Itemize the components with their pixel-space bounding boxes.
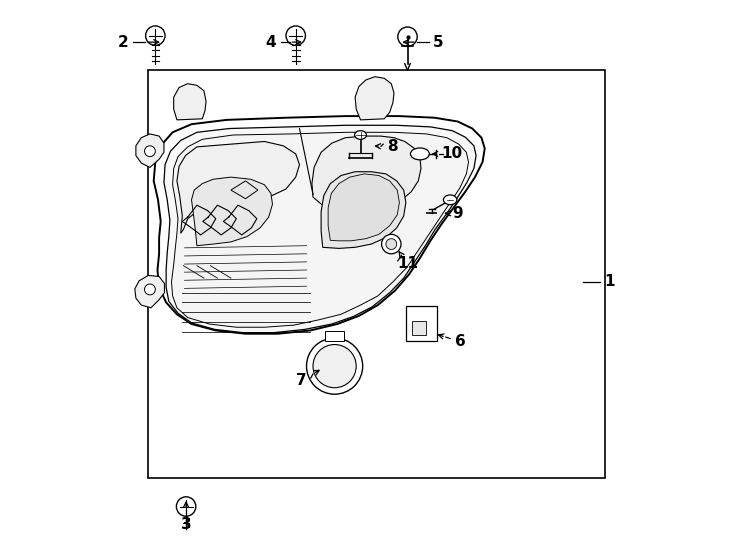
Text: 4: 4 <box>266 35 276 50</box>
Text: 7: 7 <box>296 373 306 388</box>
Polygon shape <box>177 141 299 233</box>
Text: 3: 3 <box>181 517 192 532</box>
Text: 2: 2 <box>117 35 128 50</box>
Text: 6: 6 <box>454 334 465 349</box>
Polygon shape <box>174 84 206 120</box>
Circle shape <box>145 26 165 45</box>
Bar <box>325 331 344 341</box>
Polygon shape <box>153 116 484 334</box>
Polygon shape <box>136 134 164 167</box>
Polygon shape <box>312 136 421 213</box>
Polygon shape <box>355 77 394 120</box>
Polygon shape <box>328 174 399 241</box>
Ellipse shape <box>443 195 457 205</box>
Bar <box>413 321 426 335</box>
Bar <box>148 70 605 478</box>
Text: 11: 11 <box>397 256 418 271</box>
Polygon shape <box>164 125 476 333</box>
Circle shape <box>176 497 196 516</box>
Text: 1: 1 <box>605 274 615 289</box>
Text: 10: 10 <box>442 146 463 161</box>
Polygon shape <box>172 132 468 327</box>
Circle shape <box>386 239 396 249</box>
Circle shape <box>313 345 356 388</box>
Circle shape <box>145 146 156 157</box>
Circle shape <box>286 26 305 45</box>
Bar <box>406 306 437 341</box>
Ellipse shape <box>410 148 429 160</box>
Text: 5: 5 <box>433 35 443 50</box>
Circle shape <box>382 234 401 254</box>
Circle shape <box>145 284 156 295</box>
Circle shape <box>307 338 363 394</box>
Polygon shape <box>135 275 164 308</box>
Text: 9: 9 <box>452 206 463 221</box>
Text: 8: 8 <box>388 139 399 154</box>
Polygon shape <box>231 181 258 199</box>
Polygon shape <box>321 172 406 248</box>
Circle shape <box>398 27 417 46</box>
Ellipse shape <box>355 131 366 139</box>
Polygon shape <box>192 177 272 246</box>
